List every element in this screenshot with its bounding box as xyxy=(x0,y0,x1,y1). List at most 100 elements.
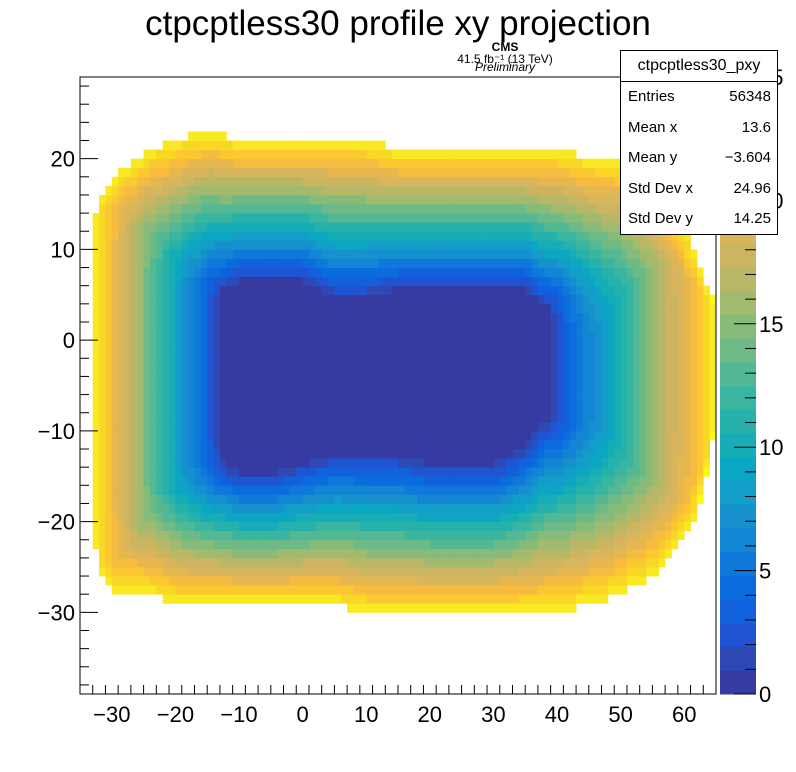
heatmap-cell xyxy=(270,194,278,205)
heatmap-cell xyxy=(677,376,685,386)
heatmap-cell xyxy=(398,349,405,359)
heatmap-cell xyxy=(582,530,590,541)
heatmap-cell xyxy=(124,185,132,196)
heatmap-cell xyxy=(499,167,507,178)
heatmap-cell xyxy=(499,394,507,405)
heatmap-cell xyxy=(557,149,564,160)
heatmap-cell xyxy=(474,358,482,368)
heatmap-cell xyxy=(563,267,571,278)
heatmap-cell xyxy=(582,548,590,559)
heatmap-cell xyxy=(461,512,469,522)
heatmap-cell xyxy=(620,512,628,522)
heatmap-cell xyxy=(340,185,348,196)
heatmap-cell xyxy=(366,403,373,414)
color-scale-bin xyxy=(720,456,756,481)
heatmap-cell xyxy=(410,240,418,250)
heatmap-cell xyxy=(289,321,297,332)
heatmap-cell xyxy=(448,358,456,368)
heatmap-cell xyxy=(410,167,418,178)
heatmap-cell xyxy=(149,421,157,432)
heatmap-cell xyxy=(690,331,698,341)
heatmap-cell xyxy=(130,430,138,441)
heatmap-cell xyxy=(118,331,125,341)
heatmap-cell xyxy=(595,385,602,395)
heatmap-cell xyxy=(684,240,691,250)
heatmap-cell xyxy=(213,512,221,522)
heatmap-cell xyxy=(378,485,386,495)
heatmap-cell xyxy=(239,539,246,550)
heatmap-cell xyxy=(518,458,526,468)
heatmap-cell xyxy=(315,158,323,169)
heatmap-cell xyxy=(626,494,634,504)
heatmap-cell xyxy=(188,294,195,305)
heatmap-cell xyxy=(487,503,494,513)
heatmap-cell xyxy=(378,331,386,341)
heatmap-cell xyxy=(258,240,265,250)
heatmap-cell xyxy=(296,449,303,459)
heatmap-cell xyxy=(200,539,208,550)
heatmap-cell xyxy=(493,340,501,350)
heatmap-cell xyxy=(283,321,291,332)
heatmap-cell xyxy=(398,394,405,405)
heatmap-cell xyxy=(111,430,119,441)
heatmap-cell xyxy=(137,321,144,332)
heatmap-cell xyxy=(474,276,482,287)
heatmap-cell xyxy=(525,358,532,368)
heatmap-cell xyxy=(652,331,660,341)
heatmap-cell xyxy=(92,521,100,532)
heatmap-cell xyxy=(378,158,386,169)
heatmap-cell xyxy=(665,439,672,450)
heatmap-cell xyxy=(467,222,475,232)
heatmap-cell xyxy=(448,349,456,359)
heatmap-cell xyxy=(92,231,100,241)
heatmap-cell xyxy=(493,476,501,486)
heatmap-cell xyxy=(703,439,711,450)
heatmap-cell xyxy=(289,240,297,250)
heatmap-cell xyxy=(251,149,259,160)
heatmap-cell xyxy=(626,548,634,559)
heatmap-cell xyxy=(296,231,303,241)
heatmap-cell xyxy=(518,566,526,577)
heatmap-cell xyxy=(696,385,704,395)
heatmap-cell xyxy=(671,530,679,541)
heatmap-cell xyxy=(169,385,176,395)
heatmap-cell xyxy=(194,521,202,532)
heatmap-cell xyxy=(372,312,380,323)
heatmap-cell xyxy=(480,358,488,368)
heatmap-cell xyxy=(289,539,297,550)
heatmap-cell xyxy=(137,503,144,513)
heatmap-cell xyxy=(480,321,488,332)
heatmap-cell xyxy=(219,376,227,386)
heatmap-cell xyxy=(639,439,647,450)
heatmap-cell xyxy=(200,548,208,559)
heatmap-cell xyxy=(226,194,234,205)
heatmap-cell xyxy=(563,249,571,259)
heatmap-cell xyxy=(448,249,456,259)
heatmap-cell xyxy=(359,331,367,341)
heatmap-cell xyxy=(518,467,526,477)
heatmap-cell xyxy=(359,303,367,314)
heatmap-cell xyxy=(429,521,437,532)
heatmap-cell xyxy=(111,331,119,341)
heatmap-cell xyxy=(366,594,373,604)
heatmap-cell xyxy=(359,276,367,287)
heatmap-cell xyxy=(601,213,609,223)
heatmap-cell xyxy=(677,467,685,477)
heatmap-cell xyxy=(296,385,303,395)
heatmap-cell xyxy=(385,321,393,332)
heatmap-cell xyxy=(213,521,221,532)
heatmap-cell xyxy=(372,285,380,296)
heatmap-cell xyxy=(149,303,157,314)
stats-key: Mean x xyxy=(628,118,678,136)
heatmap-cell xyxy=(595,231,602,241)
heatmap-cell xyxy=(665,403,672,414)
x-axis: −30 −20 −10 0 10 20 30 40 50 60 xyxy=(79,685,717,727)
heatmap-cell xyxy=(595,249,602,259)
heatmap-cell xyxy=(232,340,240,350)
heatmap-cell xyxy=(461,439,469,450)
heatmap-cell xyxy=(258,349,265,359)
heatmap-cell xyxy=(258,376,265,386)
heatmap-cell xyxy=(353,222,361,232)
heatmap-cell xyxy=(169,158,176,169)
heatmap-cell xyxy=(321,267,329,278)
